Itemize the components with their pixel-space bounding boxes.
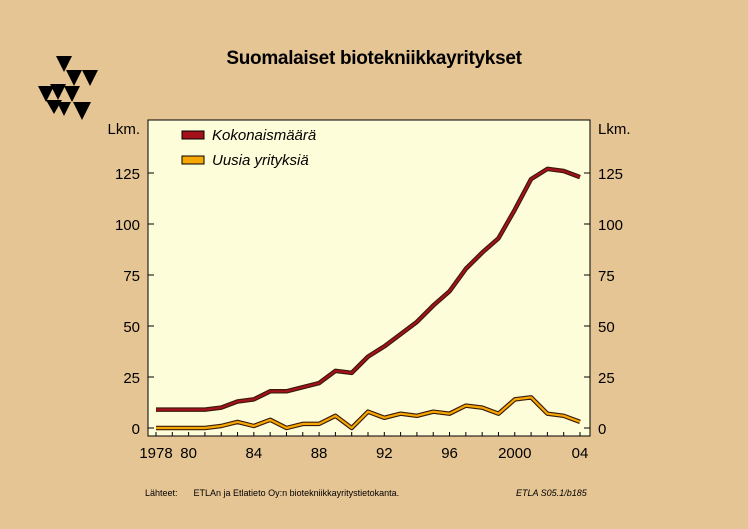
- legend-label: Kokonaismäärä: [212, 127, 316, 144]
- logo-triangle: [46, 100, 62, 114]
- source-note: Lähteet: ETLAn ja Etlatieto Oy:n biotekni…: [145, 488, 399, 498]
- logo-triangle: [50, 84, 66, 100]
- series-lines: [156, 166, 581, 431]
- logo-triangle: [57, 102, 71, 116]
- x-tick-label: 84: [246, 445, 263, 462]
- plot-area: [147, 119, 591, 437]
- y-tick-label-right: 100: [598, 217, 623, 234]
- y-tick-label-right: 125: [598, 166, 623, 183]
- etla-logo-icon: [38, 56, 98, 120]
- y-tick-label-left: 50: [123, 319, 140, 336]
- series-new-line: [156, 396, 581, 430]
- source-text: ETLAn ja Etlatieto Oy:n biotekniikkayrit…: [193, 488, 400, 498]
- logo-triangle: [56, 56, 72, 72]
- y-tick-label-right: 0: [598, 421, 606, 438]
- x-tick-label: 80: [180, 445, 197, 462]
- logo-triangle: [38, 86, 54, 102]
- y-tick-label-right: 75: [598, 268, 615, 285]
- legend-swatch-new: [181, 155, 205, 165]
- x-tick-label: 2000: [498, 445, 531, 462]
- x-tick-label: 88: [311, 445, 328, 462]
- y-tick-label-right: 25: [598, 370, 615, 387]
- chart-title: Suomalaiset biotekniikkayritykset: [226, 48, 522, 69]
- logo-triangle: [73, 102, 91, 120]
- y-axis-unit-right: Lkm.: [598, 121, 631, 138]
- legend-swatch-total: [181, 130, 205, 140]
- y-axis-right: 0 25 50 75 100 125 Lkm.: [584, 121, 631, 438]
- y-tick-label-left: 125: [115, 166, 140, 183]
- logo-triangle: [66, 70, 82, 86]
- legend-label: Uusia yrityksiä: [212, 152, 309, 169]
- y-tick-label-left: 75: [123, 268, 140, 285]
- x-axis: 1978 80 84 88 92 96 2000 04: [139, 432, 588, 462]
- legend: Kokonaismäärä Uusia yrityksiä: [181, 127, 316, 169]
- x-tick-label: 92: [376, 445, 393, 462]
- y-tick-label-left: 0: [132, 421, 140, 438]
- y-tick-label-left: 100: [115, 217, 140, 234]
- x-tick-label: 1978: [139, 445, 172, 462]
- series-total-line: [156, 167, 581, 411]
- y-tick-label-left: 25: [123, 370, 140, 387]
- source-label: Lähteet:: [145, 488, 178, 498]
- y-tick-label-right: 50: [598, 319, 615, 336]
- y-axis-left: 0 25 50 75 100 125 Lkm.: [107, 121, 154, 438]
- logo-triangle: [64, 86, 80, 102]
- y-axis-unit-left: Lkm.: [107, 121, 140, 138]
- figure-code: ETLA S05.1/b185: [516, 488, 587, 498]
- x-tick-label: 96: [441, 445, 458, 462]
- logo-triangle: [82, 70, 98, 86]
- x-tick-label: 04: [572, 445, 589, 462]
